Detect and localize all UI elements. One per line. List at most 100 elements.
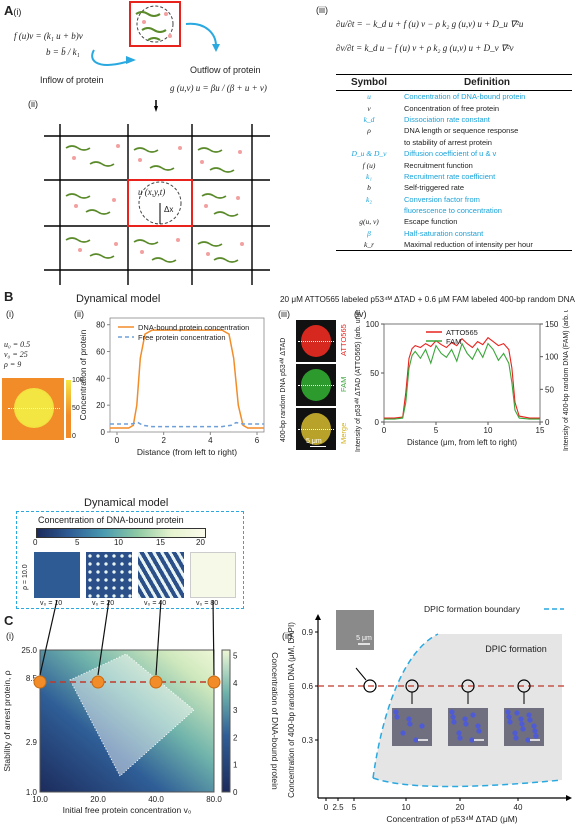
micro-label-atto565: ATTO565 [339,324,348,356]
panel-b-iii-label: (iii) [278,309,290,319]
inset-cb-tick-0: 0 [33,538,38,547]
x-tick-label: 15 [536,426,545,435]
panel-c-label: C [4,613,14,628]
definition-cell: Self-triggered rate [404,183,465,193]
dpic-droplet [407,721,413,727]
heatmap-area [40,650,214,792]
droplet-colorbar [66,380,71,438]
y-axis-label: Stability of arrest protein, ρ [2,670,12,771]
dpic-droplet [419,723,425,729]
x-tick-label: 4 [208,436,213,445]
inset-pattern-v20 [86,552,132,598]
experiment-title: 20 μM ATTO565 labeled p53⁴ᴹ ΔTAD + 0.6 μ… [280,295,575,304]
series-line [110,421,264,428]
inset-v0-20: v₀ = 20 [92,600,115,607]
inset-pointer [39,600,58,676]
dpic-droplet [413,737,419,743]
dpic-droplet [514,710,520,716]
y-tick-label: 0.3 [302,736,314,745]
colorbar-tick: 3 [233,706,238,715]
legend-entry: ATTO565 [446,328,478,337]
micro-side-labels: p53⁴ᴹ ΔTAD 400-bp random DNA [280,324,288,450]
highlight-point [91,675,105,689]
symbol-table-row: k₁ Recruitment rate coefficient [336,171,572,182]
param-v0: v₀ = 25 [4,350,28,359]
y2-tick-label: 150 [545,320,559,329]
inset-rho-label: ρ = 10.0 [22,564,29,590]
symbol-cell: u [367,92,371,102]
symbol-cell: g(u, v) [359,217,379,227]
definition-cell: to stability of arrest protein [404,137,492,147]
micro-scale-bar [310,446,326,447]
y-tick-label: 80 [96,321,105,330]
inset-v0-10: v₀ = 10 [40,600,63,607]
dpic-droplet [470,712,476,718]
dpic-droplet [532,728,538,734]
y-tick-label: 0.9 [302,628,314,637]
symbol-table-row: fluorescence to concentration [336,205,572,216]
micro-atto565 [296,320,336,362]
symbol-cell [336,137,402,148]
definition-cell: Conversion factor from [404,194,480,204]
dpic-droplet [526,712,532,718]
panel-b-ii-label: (ii) [74,309,84,319]
definition-cell: Dissociation rate constant [404,114,490,124]
outflow-arrow [185,22,217,47]
y-tick-label: 0 [101,428,106,437]
chart-c-ii: DPIC formation boundary DPIC formation 0 2.… [287,604,572,824]
dpic-droplet [456,730,462,736]
symbol-cell: f (u) [362,160,376,170]
definition-cell: Maximal reduction of intensity per hour [402,239,572,252]
inset-pattern-v10 [34,552,80,598]
legend-entry: DNA-bound protein concentration [138,323,249,332]
cb-tick-0: 0 [72,433,76,440]
symbol-table-row: b Self-triggered rate [336,182,572,193]
chart-c-i: 10.0 20.0 40.0 80.0 1.0 2.9 8.5 25.0 Initial fre… [2,600,280,815]
micro-side-top: p53⁴ᴹ ΔTAD [280,337,287,376]
dpic-droplet [533,733,539,739]
symbol-cell: k₂ [366,194,372,204]
dpic-droplet [518,716,524,722]
grid-point-label: u (x,y,t) [138,187,166,197]
boundary-lower [372,777,563,788]
y-tick-label: 50 [370,369,379,378]
y-tick-label: 8.5 [26,674,38,683]
param-u0: u₀ = 0.5 [4,340,31,349]
dpic-droplet [513,735,519,741]
boundary-legend-label: DPIC formation boundary [424,604,521,614]
inflow-label: Inflow of protein [40,75,104,85]
series-line [110,329,264,429]
dpic-droplet [506,714,512,720]
panel-c-i-label: (i) [6,631,14,641]
colorbar-tick: 0 [233,788,238,797]
dpic-droplet [400,730,406,736]
y-axis-label: Concentration of protein [78,329,88,420]
dpic-droplet [449,709,455,715]
y-axis-label: Intensity of p53⁴ᴹ ΔTAD (ATTO565) (arb. … [355,310,362,452]
dpic-droplet [475,723,481,729]
y2-tick-label: 100 [545,353,559,362]
legend-entry: Free protein concentration [138,333,226,342]
symbol-table-row: v Concentration of free protein [336,102,572,113]
dpic-droplet [525,737,531,743]
dpic-droplet [505,709,511,715]
micro-label-merge: Merge [339,422,348,444]
inset-cb-tick-20: 20 [196,538,205,547]
x-tick-label: 40.0 [148,795,164,804]
y-tick-label: 0 [375,418,380,427]
symbol-table-row: D_u & D_v Diffusion coefficient of u & v [336,148,572,159]
x-tick-label: 0 [382,426,387,435]
protein-exchange-illustration [91,1,220,66]
param-rho: ρ = 9 [4,360,22,369]
y-tick-label: 40 [96,374,105,383]
definition-cell: Concentration of free protein [404,103,500,113]
cb-tick-50: 50 [72,405,80,412]
panel-b-iv-label: (iv) [354,309,367,319]
colorbar-tick: 1 [233,761,238,770]
dpic-droplet [476,728,482,734]
colorbar-tick: 5 [233,651,238,660]
micro-side-bottom: 400-bp random DNA [280,377,287,442]
c-model-title: Dynamical model [84,497,169,509]
symbol-cell: b [367,183,371,193]
